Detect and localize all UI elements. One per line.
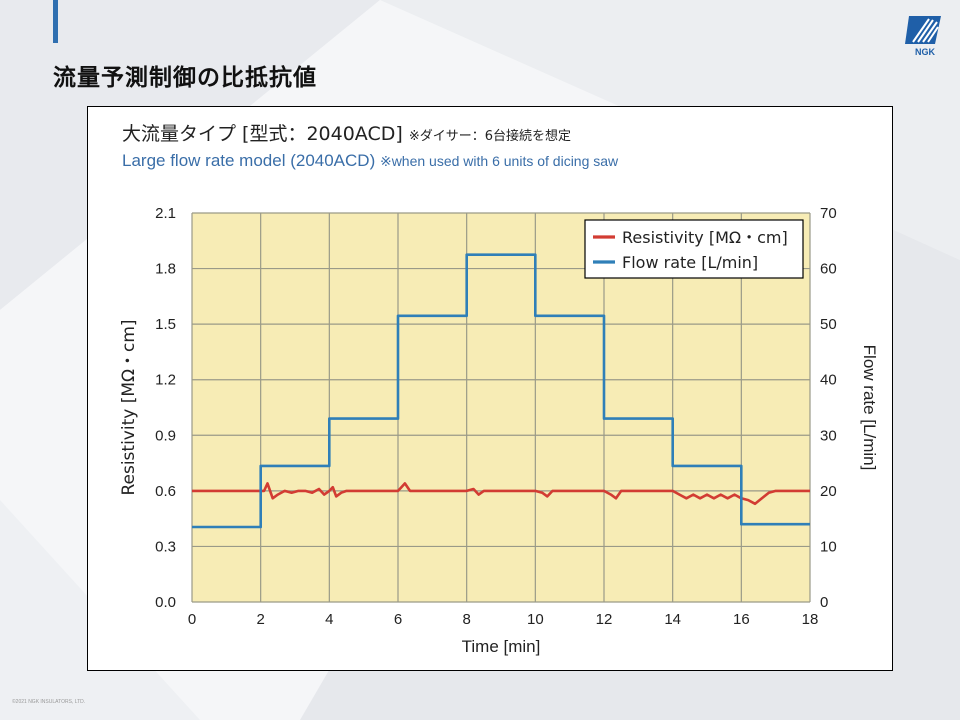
chart-title-en-main: Large flow rate model (2040ACD) [122, 151, 376, 170]
y-left-tick-label: 2.1 [155, 205, 176, 222]
y-right-tick-label: 10 [820, 538, 837, 555]
y-left-axis-label: Resistivity [MΩ・cm] [119, 319, 139, 495]
y-left-tick-label: 1.5 [155, 316, 176, 333]
y-left-tick-label: 0.0 [155, 594, 176, 611]
y-right-tick-label: 70 [820, 205, 837, 222]
copyright-footer: ©2021 NGK INSULATORS, LTD. [12, 699, 86, 705]
y-right-tick-label: 0 [820, 594, 828, 611]
chart-frame: 大流量タイプ [型式：2040ACD] ※ダイサー：6台接続を想定 Large … [87, 106, 893, 671]
x-tick-label: 12 [596, 611, 613, 628]
chart-title-en: Large flow rate model (2040ACD) ※when us… [122, 151, 618, 171]
legend-label: Resistivity [MΩ・cm] [622, 228, 788, 247]
y-left-tick-label: 1.8 [155, 261, 176, 278]
y-left-tick-label: 0.3 [155, 538, 176, 555]
ngk-logo-icon [905, 16, 941, 44]
y-right-tick-label: 50 [820, 316, 837, 333]
x-tick-label: 2 [256, 611, 264, 628]
x-tick-label: 0 [188, 611, 196, 628]
logo-text: NGK [915, 47, 935, 57]
y-left-tick-label: 0.9 [155, 427, 176, 444]
x-tick-label: 16 [733, 611, 750, 628]
y-right-tick-label: 60 [820, 261, 837, 278]
y-right-tick-label: 30 [820, 427, 837, 444]
y-right-tick-label: 40 [820, 372, 837, 389]
flow-rate-line [192, 253, 810, 529]
chart-title-en-note: ※when used with 6 units of dicing saw [379, 153, 619, 169]
y-left-tick-label: 1.2 [155, 372, 176, 389]
y-left-tick-label: 0.6 [155, 483, 176, 500]
x-tick-label: 10 [527, 611, 544, 628]
line-chart: 0 2 4 6 8 10 12 14 16 18 0.0 0.3 0.6 0.9 1.2 1.5 1.8 2.1 0… [119, 205, 879, 656]
accent-bar [53, 0, 58, 43]
chart-title-jp-note: ※ダイサー：6台接続を想定 [408, 129, 571, 144]
legend-box [584, 219, 804, 279]
page-title: 流量予測制御の比抵抗値 [53, 65, 317, 91]
x-tick-label: 14 [664, 611, 681, 628]
legend-label: Flow rate [L/min] [622, 253, 758, 272]
y-right-tick-label: 20 [820, 483, 837, 500]
resistivity-line [192, 482, 810, 506]
ngk-logo: NGK [905, 16, 945, 62]
x-tick-label: 6 [394, 611, 402, 628]
x-tick-label: 8 [462, 611, 470, 628]
chart-title-jp-main: 大流量タイプ [型式：2040ACD] [122, 123, 403, 145]
chart-title-jp: 大流量タイプ [型式：2040ACD] ※ダイサー：6台接続を想定 [122, 119, 571, 146]
x-axis-label: Time [min] [462, 637, 541, 656]
y-right-axis-label: Flow rate [L/min] [860, 345, 879, 471]
x-tick-label: 18 [802, 611, 819, 628]
x-tick-label: 4 [325, 611, 333, 628]
